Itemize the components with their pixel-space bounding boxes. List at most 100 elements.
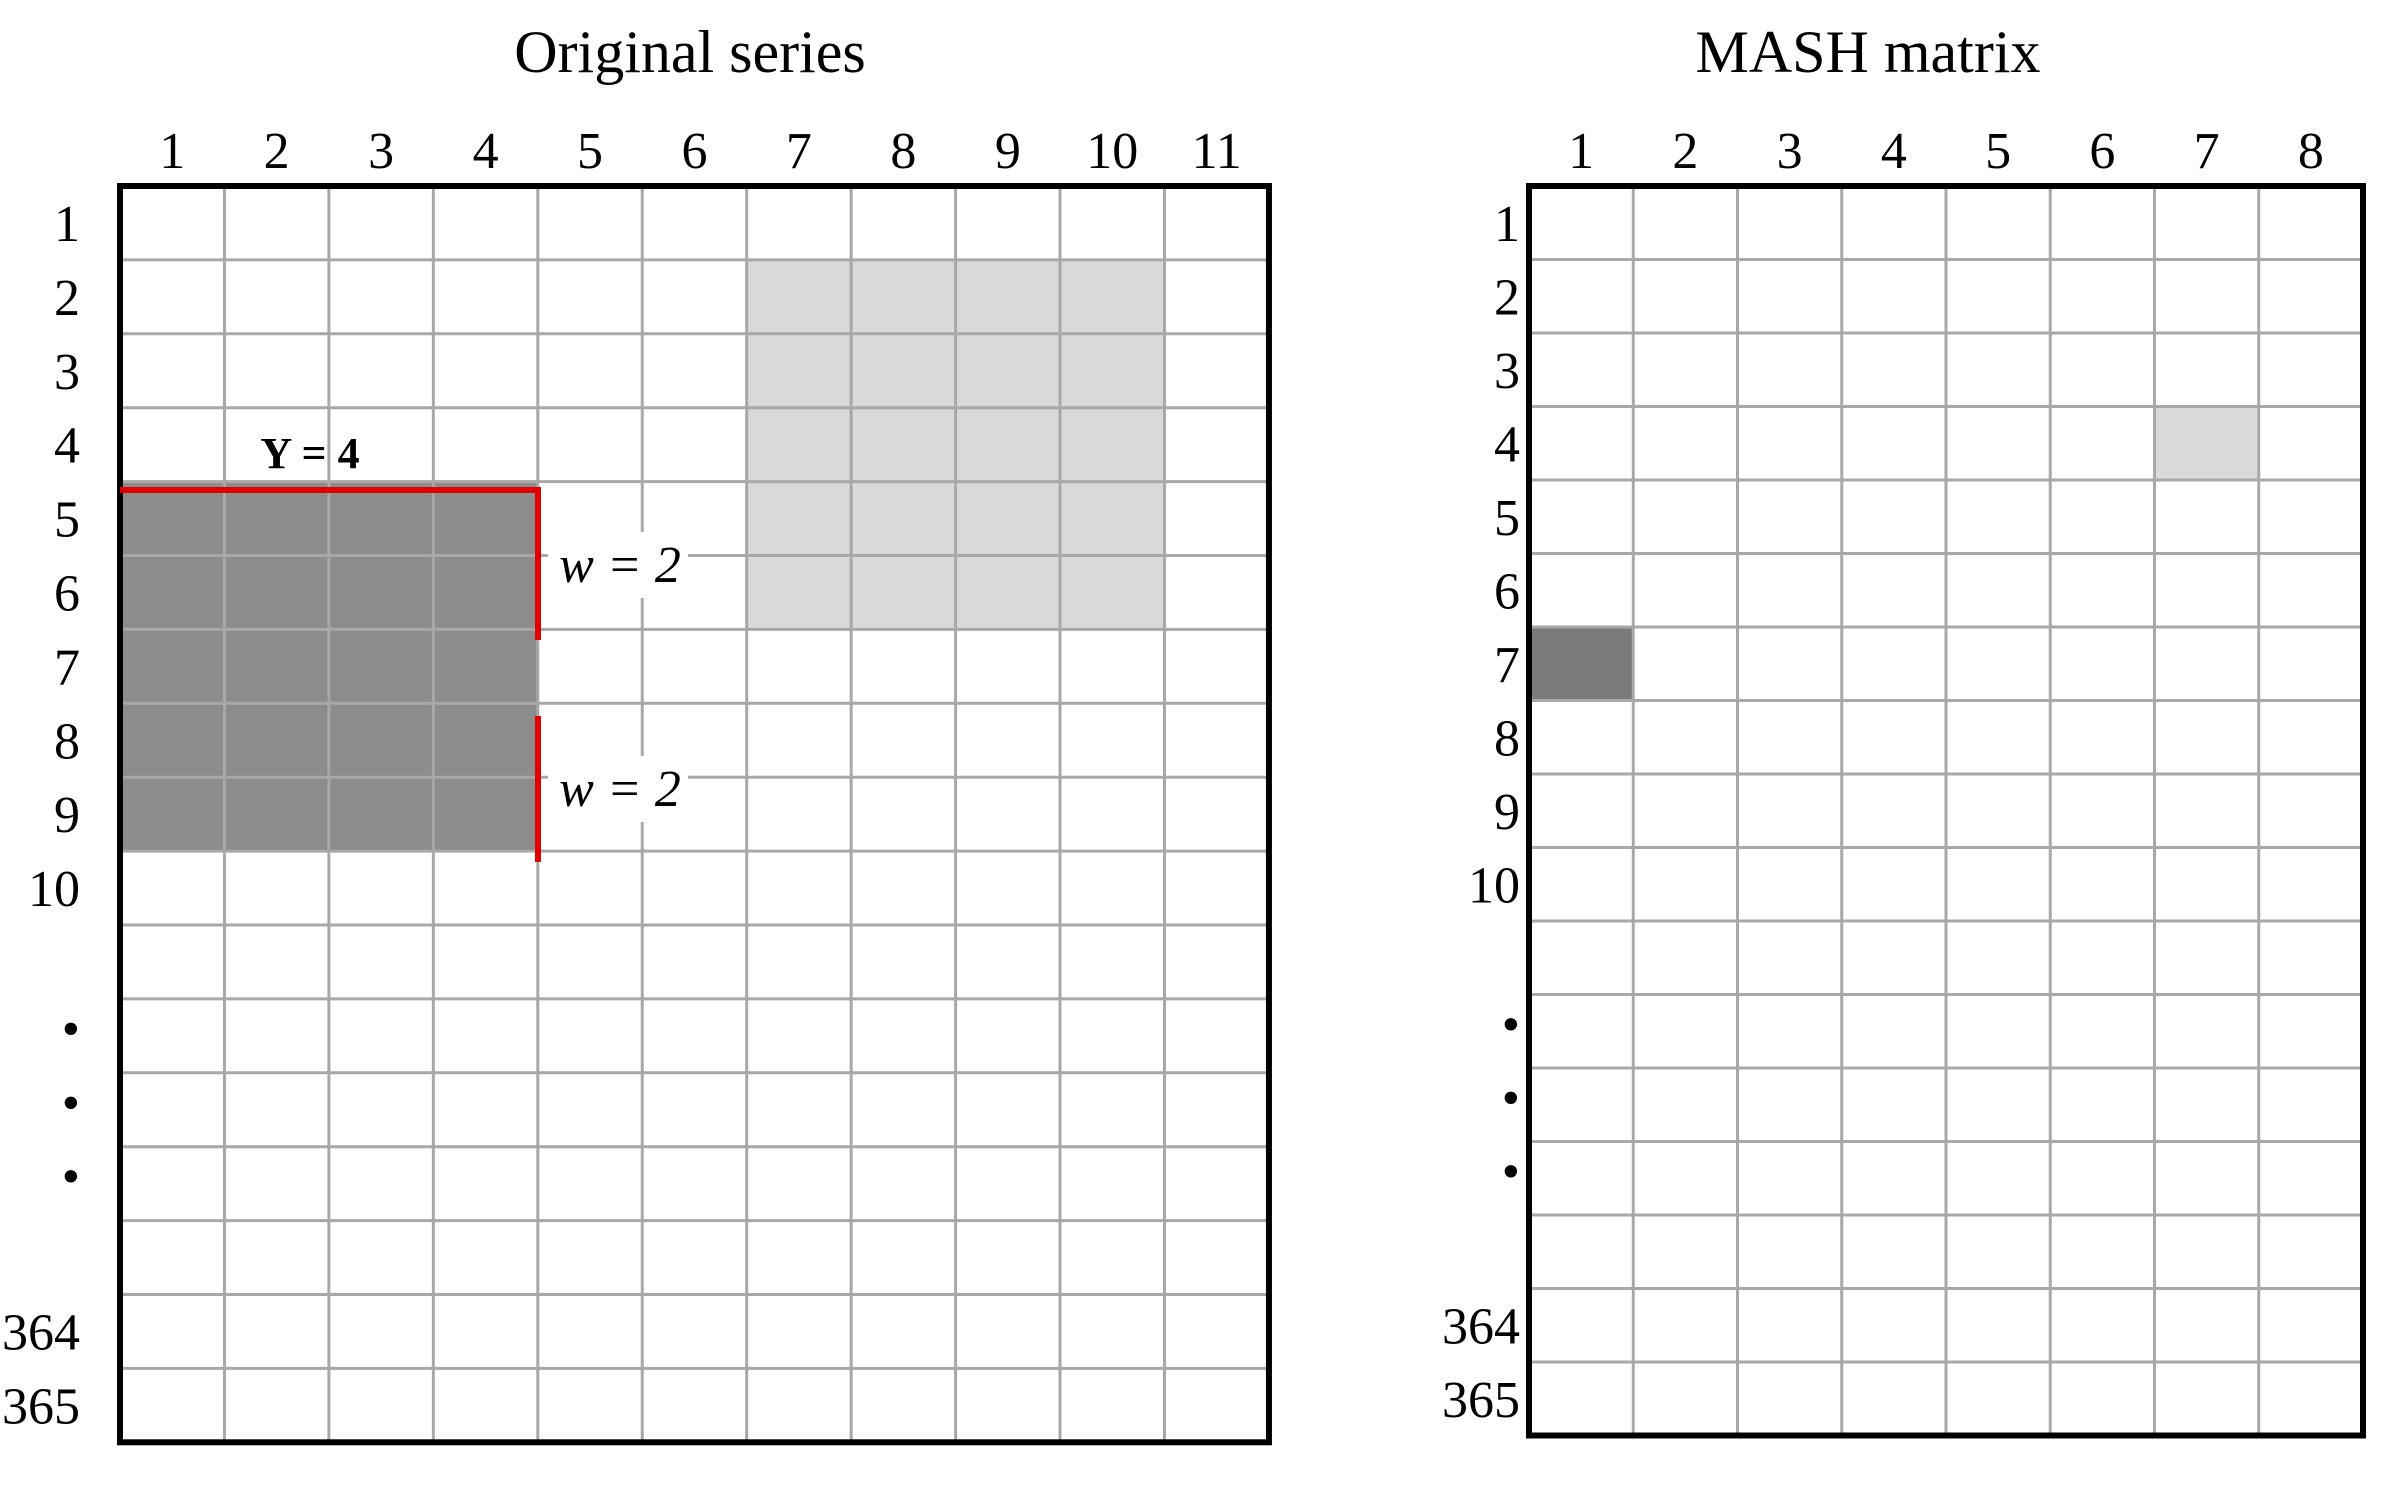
row-label: 364 xyxy=(2,1304,80,1361)
light-shaded-cell xyxy=(746,407,852,482)
column-label: 6 xyxy=(681,123,707,180)
row-label: 3 xyxy=(54,344,80,401)
column-label: 1 xyxy=(1568,123,1594,180)
column-label: 2 xyxy=(264,123,290,180)
light-shaded-cell xyxy=(955,555,1061,630)
row-label: 5 xyxy=(54,492,80,549)
light-shaded-cell xyxy=(746,481,852,556)
light-shaded-cell xyxy=(1060,555,1165,630)
original-series-shaded-cells xyxy=(120,259,1165,852)
light-shaded-cell xyxy=(851,333,956,408)
original-series-title: Original series xyxy=(514,19,866,85)
dark-shaded-cell xyxy=(433,555,538,630)
light-shaded-cell xyxy=(2154,406,2259,480)
y-label: Y = 4 xyxy=(260,429,359,478)
row-label: 6 xyxy=(54,565,80,622)
mash-matrix-shaded-cells xyxy=(1529,406,2259,701)
light-shaded-cell xyxy=(746,333,852,408)
row-label: 4 xyxy=(1494,416,1520,473)
dark-shaded-cell xyxy=(120,703,225,778)
column-label: 11 xyxy=(1192,123,1242,180)
mash-matrix-row-labels: 1 2 3 4 5 6 7 8 9 10 • • • 364 365 xyxy=(1442,196,1520,1429)
dark-shaded-cell xyxy=(433,777,538,852)
w-upper-label-bg xyxy=(548,532,688,598)
row-label: 10 xyxy=(28,861,80,918)
dark-shaded-cell xyxy=(328,629,434,704)
ellipsis-dot: • xyxy=(1502,1143,1520,1200)
dark-shaded-cell xyxy=(120,555,225,630)
row-label: 7 xyxy=(1494,637,1520,694)
column-label: 2 xyxy=(1672,123,1698,180)
row-label: 9 xyxy=(1494,784,1520,841)
row-label: 4 xyxy=(54,418,80,475)
mash-matrix-column-labels: 1 2 3 4 5 6 7 8 xyxy=(1568,123,2324,180)
ellipsis-dot: • xyxy=(62,1149,80,1206)
row-label: 9 xyxy=(54,787,80,844)
dark-shaded-cell xyxy=(224,703,329,778)
column-label: 9 xyxy=(995,123,1021,180)
light-shaded-cell xyxy=(955,333,1061,408)
dark-shaded-cell xyxy=(433,481,538,556)
original-series-panel: Original series 1 2 3 4 5 6 7 8 9 10 11 1234567891… xyxy=(2,19,1272,1446)
row-label: 365 xyxy=(2,1378,80,1435)
row-label: 8 xyxy=(1494,710,1520,767)
dark-shaded-cell xyxy=(224,629,329,704)
light-shaded-cell xyxy=(851,259,956,334)
row-label: 1 xyxy=(1494,196,1520,253)
w-lower-label: w = 2 xyxy=(559,761,681,818)
mash-matrix-panel: MASH matrix 1 2 3 4 5 6 7 8 1 2 3 4 5 6 7 8 9 10 • • • 364 36… xyxy=(1442,19,2366,1439)
mash-matrix-grid xyxy=(1529,186,2363,1436)
column-label: 5 xyxy=(577,123,603,180)
dark-shaded-cell xyxy=(120,481,225,556)
row-label: 7 xyxy=(54,639,80,696)
row-label: 365 xyxy=(1442,1372,1520,1429)
w-upper-label: w = 2 xyxy=(559,537,681,594)
dark-shaded-cell xyxy=(328,481,434,556)
row-label: 8 xyxy=(54,713,80,770)
row-label: 3 xyxy=(1494,343,1520,400)
column-label: 10 xyxy=(1086,123,1138,180)
column-label: 7 xyxy=(2194,123,2220,180)
mash-matrix-frame xyxy=(1526,183,2366,1439)
row-label: 6 xyxy=(1494,563,1520,620)
ellipsis-dot: • xyxy=(62,1001,80,1058)
light-shaded-cell xyxy=(955,259,1061,334)
w-lower-label-bg xyxy=(548,756,688,822)
dark-shaded-cell xyxy=(328,777,434,852)
light-shaded-cell xyxy=(1060,259,1165,334)
dark-shaded-cell xyxy=(224,777,329,852)
dark-shaded-cell xyxy=(120,629,225,704)
column-label: 5 xyxy=(1985,123,2011,180)
ellipsis-dot: • xyxy=(1502,996,1520,1053)
light-shaded-cell xyxy=(1060,333,1165,408)
row-label: 1 xyxy=(54,196,80,253)
column-label: 4 xyxy=(1881,123,1907,180)
column-label: 1 xyxy=(159,123,185,180)
original-series-frame xyxy=(117,183,1272,1446)
light-shaded-cell xyxy=(851,555,956,630)
y-window-annotation: Y = 4 xyxy=(120,429,541,640)
row-label: 2 xyxy=(1494,269,1520,326)
row-label: 364 xyxy=(1442,1298,1520,1355)
light-shaded-cell xyxy=(851,481,956,556)
column-label: 6 xyxy=(2089,123,2115,180)
dark-shaded-cell xyxy=(120,777,225,852)
dark-shaded-cell xyxy=(224,481,329,556)
ellipsis-dot: • xyxy=(1502,1070,1520,1127)
light-shaded-cell xyxy=(955,407,1061,482)
ellipsis-dot: • xyxy=(62,1075,80,1132)
column-label: 3 xyxy=(1777,123,1803,180)
light-shaded-cell xyxy=(746,259,852,334)
column-label: 4 xyxy=(473,123,499,180)
column-label: 3 xyxy=(368,123,394,180)
mash-matrix-title: MASH matrix xyxy=(1696,19,2041,85)
row-label: 5 xyxy=(1494,490,1520,547)
dark-shaded-cell xyxy=(328,703,434,778)
column-label: 7 xyxy=(786,123,812,180)
w-upper-annotation: w = 2 xyxy=(548,532,688,598)
dark-shaded-cell xyxy=(224,555,329,630)
original-series-row-labels: 1 2 3 4 5 6 7 8 9 10 • • • 364 365 xyxy=(2,196,80,1435)
original-series-column-labels: 1 2 3 4 5 6 7 8 9 10 11 xyxy=(159,123,1242,180)
light-shaded-cell xyxy=(955,481,1061,556)
